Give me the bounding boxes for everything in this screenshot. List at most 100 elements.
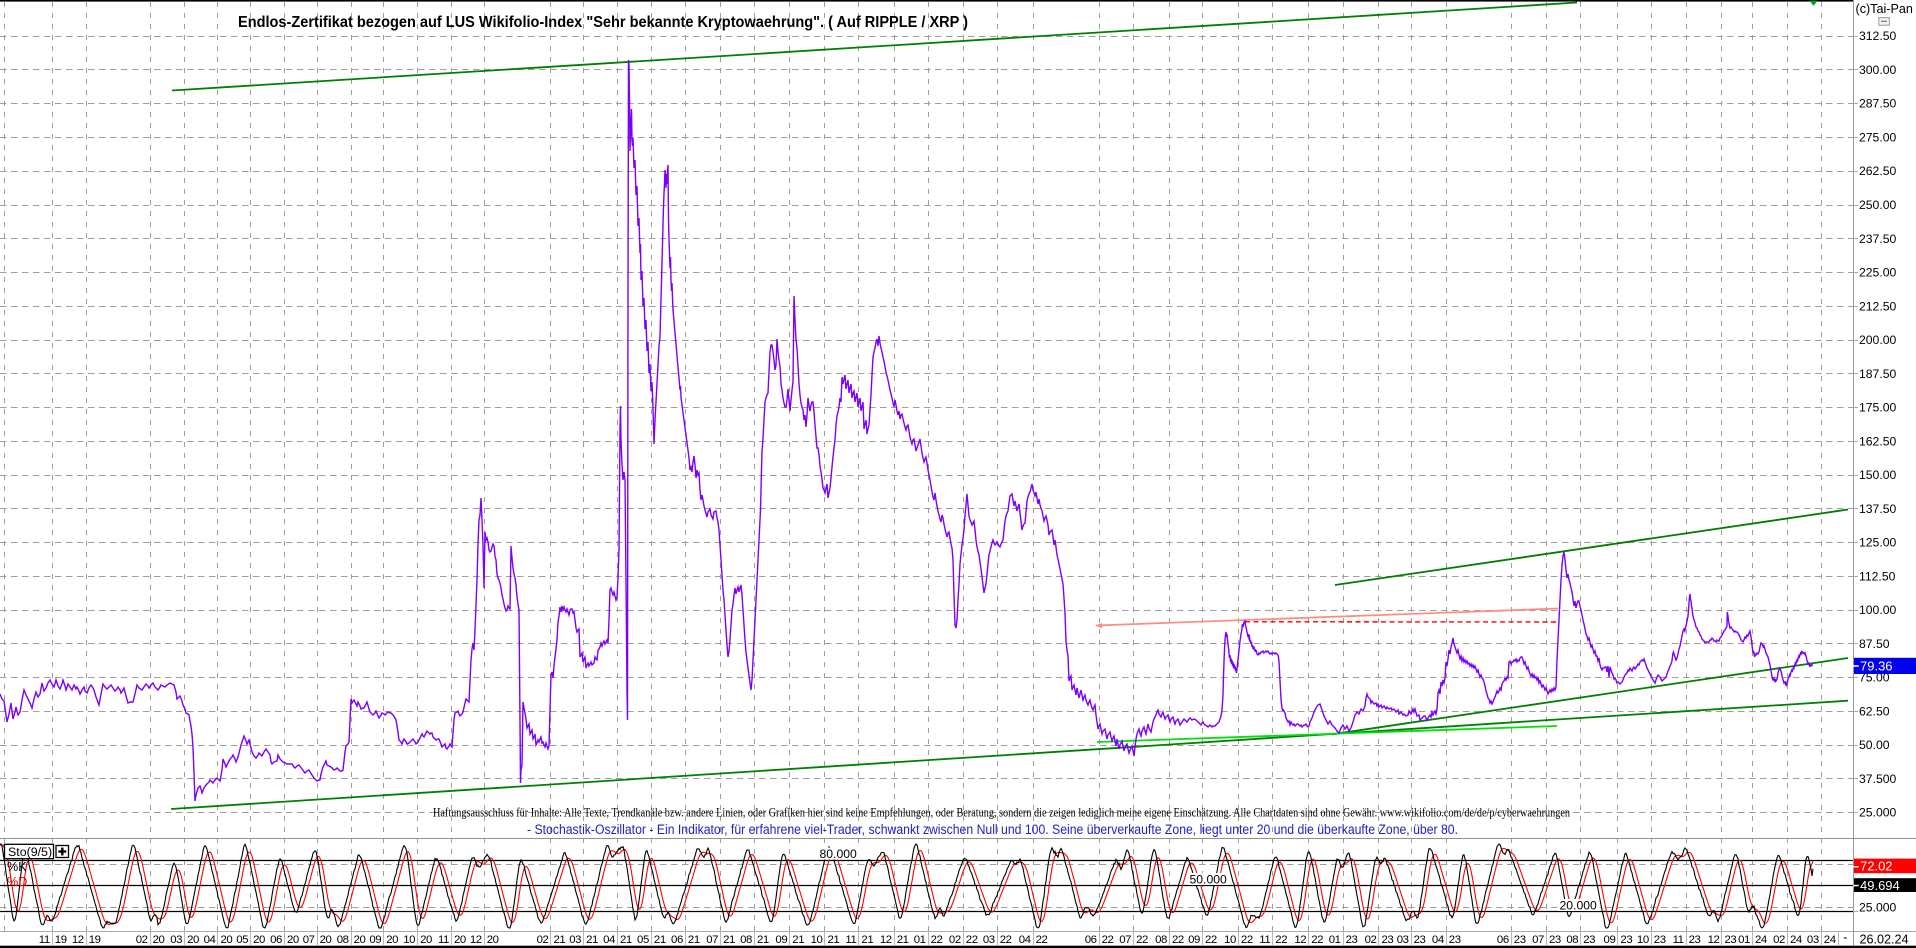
svg-text:-: - (1843, 931, 1847, 945)
svg-text:25.000: 25.000 (1859, 900, 1896, 914)
svg-text:23: 23 (1725, 934, 1737, 946)
svg-text:11: 11 (39, 934, 50, 946)
svg-text:24: 24 (1755, 934, 1767, 946)
svg-text:150.00: 150.00 (1859, 468, 1896, 482)
svg-text:09: 09 (775, 934, 787, 946)
svg-text:22: 22 (1205, 934, 1217, 946)
svg-text:22: 22 (966, 934, 978, 946)
svg-text:07: 07 (1532, 934, 1544, 946)
svg-text:11: 11 (845, 934, 856, 946)
svg-text:23: 23 (1346, 934, 1358, 946)
svg-text:20: 20 (153, 934, 165, 946)
svg-text:49.694: 49.694 (1860, 878, 1900, 893)
svg-text:21: 21 (861, 934, 873, 946)
svg-text:300.00: 300.00 (1859, 63, 1896, 77)
svg-text:275.00: 275.00 (1859, 131, 1896, 145)
svg-text:212.50: 212.50 (1859, 299, 1896, 313)
svg-text:23: 23 (1689, 934, 1701, 946)
svg-text:12: 12 (1294, 934, 1306, 946)
svg-text:11: 11 (1259, 934, 1270, 946)
svg-text:02: 02 (537, 934, 549, 946)
svg-text:37.500: 37.500 (1859, 772, 1896, 786)
svg-text:(c)Tai-Pan: (c)Tai-Pan (1856, 2, 1913, 16)
svg-text:03: 03 (569, 934, 581, 946)
svg-text:11: 11 (438, 934, 449, 946)
svg-text:Sto(9/5): Sto(9/5) (8, 845, 52, 859)
svg-text:50.00: 50.00 (1859, 738, 1890, 752)
svg-text:72.02: 72.02 (1860, 858, 1893, 873)
svg-text:20: 20 (386, 934, 398, 946)
svg-text:23: 23 (1514, 934, 1526, 946)
svg-text:20: 20 (354, 934, 366, 946)
svg-text:20: 20 (420, 934, 432, 946)
svg-text:04: 04 (1432, 934, 1444, 946)
svg-text:05: 05 (637, 934, 649, 946)
svg-text:19: 19 (55, 934, 67, 946)
svg-text:20.000: 20.000 (1560, 899, 1597, 913)
svg-text:21: 21 (828, 934, 840, 946)
svg-text:07: 07 (706, 934, 718, 946)
svg-text:24: 24 (1824, 934, 1836, 946)
svg-text:19: 19 (89, 934, 101, 946)
svg-text:22: 22 (931, 934, 943, 946)
svg-text:20: 20 (487, 934, 499, 946)
svg-text:20: 20 (454, 934, 466, 946)
svg-text:Haftungsausschluss für Inhalte: Haftungsausschluss für Inhalte: Alle Tex… (433, 806, 1571, 820)
svg-text:07: 07 (303, 934, 315, 946)
svg-text:Endlos-Zertifikat bezogen auf: Endlos-Zertifikat bezogen auf LUS Wikifo… (238, 14, 968, 31)
svg-text:23: 23 (1654, 934, 1666, 946)
svg-text:24: 24 (1790, 934, 1802, 946)
svg-text:26.02.24: 26.02.24 (1860, 933, 1909, 947)
svg-text:05: 05 (236, 934, 248, 946)
svg-text:06: 06 (270, 934, 282, 946)
svg-text:21: 21 (620, 934, 632, 946)
svg-text:175.00: 175.00 (1859, 401, 1896, 415)
svg-text:%K: %K (7, 860, 27, 874)
svg-text:22: 22 (1102, 934, 1114, 946)
svg-text:250.00: 250.00 (1859, 198, 1896, 212)
svg-text:03: 03 (1807, 934, 1819, 946)
svg-text:02: 02 (1365, 934, 1377, 946)
svg-text:07: 07 (1119, 934, 1131, 946)
svg-text:06: 06 (1497, 934, 1509, 946)
svg-text:04: 04 (603, 934, 615, 946)
svg-text:22: 22 (1275, 934, 1287, 946)
svg-text:125.00: 125.00 (1859, 536, 1896, 550)
svg-text:23: 23 (1382, 934, 1394, 946)
svg-text:03: 03 (170, 934, 182, 946)
svg-text:22: 22 (1036, 934, 1048, 946)
svg-text:11: 11 (1673, 934, 1684, 946)
svg-text:21: 21 (723, 934, 735, 946)
svg-text:%D: %D (7, 875, 27, 889)
svg-text:23: 23 (1620, 934, 1632, 946)
svg-text:08: 08 (1155, 934, 1167, 946)
svg-text:137.50: 137.50 (1859, 502, 1896, 516)
svg-text:50.000: 50.000 (1190, 873, 1227, 887)
svg-text:23: 23 (1549, 934, 1561, 946)
svg-text:100.00: 100.00 (1859, 603, 1896, 617)
svg-text:09: 09 (369, 934, 381, 946)
svg-text:187.50: 187.50 (1859, 367, 1896, 381)
svg-text:04: 04 (204, 934, 216, 946)
svg-text:23: 23 (1414, 934, 1426, 946)
svg-text:01: 01 (1738, 934, 1750, 946)
svg-text:06: 06 (671, 934, 683, 946)
svg-text:20: 20 (287, 934, 299, 946)
svg-text:01: 01 (914, 934, 926, 946)
svg-text:23: 23 (1449, 934, 1461, 946)
svg-text:112.50: 112.50 (1859, 569, 1896, 583)
svg-text:12: 12 (72, 934, 84, 946)
svg-text:22: 22 (1172, 934, 1184, 946)
svg-text:200.00: 200.00 (1859, 333, 1896, 347)
svg-text:20: 20 (187, 934, 199, 946)
svg-text:- Stochastik-Oszillator - Ein: - Stochastik-Oszillator - Ein Indikator,… (527, 822, 1458, 837)
svg-text:09: 09 (1188, 934, 1200, 946)
svg-text:79.36: 79.36 (1860, 659, 1893, 674)
svg-text:237.50: 237.50 (1859, 232, 1896, 246)
svg-text:62.50: 62.50 (1859, 704, 1890, 718)
svg-text:287.50: 287.50 (1859, 97, 1896, 111)
svg-text:21: 21 (688, 934, 700, 946)
svg-text:21: 21 (586, 934, 598, 946)
svg-text:21: 21 (554, 934, 566, 946)
svg-text:21: 21 (792, 934, 804, 946)
